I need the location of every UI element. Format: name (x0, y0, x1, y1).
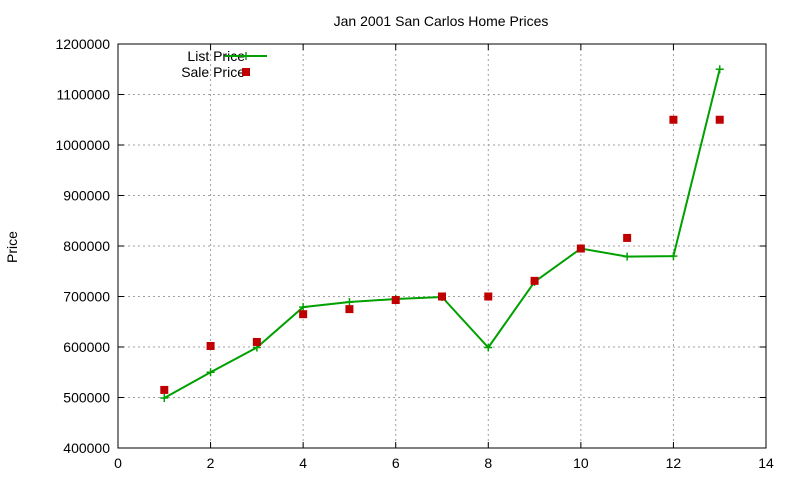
sale-price-point (576, 244, 585, 253)
legend-label-list-price: List Price (187, 48, 245, 64)
list-price-point (715, 65, 724, 74)
sale-price-point (391, 296, 400, 305)
list-price-point (623, 252, 632, 261)
y-tick-label: 500000 (63, 390, 110, 406)
sale-price-point (715, 115, 724, 124)
y-tick-label: 800000 (63, 238, 110, 254)
sale-price-point (160, 385, 169, 394)
sale-price-point (669, 115, 678, 124)
y-tick-label: 1200000 (55, 36, 110, 52)
sale-price-point (623, 233, 632, 242)
list-price-point (669, 252, 678, 261)
sale-price-point (206, 341, 215, 350)
sale-price-point (345, 305, 354, 314)
grid-layer (118, 44, 766, 448)
list-price-point (206, 368, 215, 377)
x-tick-label: 8 (484, 455, 492, 471)
legend-marker-sale-price (242, 68, 250, 76)
legend-marker-list-price (242, 52, 250, 60)
sale-price-point (299, 310, 308, 319)
y-tick-label: 400000 (63, 440, 110, 456)
sale-price-point (530, 276, 539, 285)
x-tick-label: 10 (573, 455, 589, 471)
y-tick-label: 1100000 (57, 87, 111, 103)
legend-label-sale-price: Sale Price (181, 64, 245, 80)
sale-price-point (438, 292, 446, 301)
list-price-point (345, 298, 354, 307)
chart-title: Jan 2001 San Carlos Home Prices (334, 13, 549, 29)
x-tick-label: 12 (666, 455, 682, 471)
y-axis-label: Price (4, 231, 20, 263)
y-tick-label: 700000 (63, 289, 110, 305)
sale-price-point (252, 337, 261, 346)
x-tick-label: 4 (299, 455, 307, 471)
sale-price-point (484, 292, 493, 301)
y-tick-label: 900000 (63, 188, 110, 204)
list-price-line (163, 69, 721, 399)
y-tick-label: 1000000 (55, 137, 110, 153)
list-price-point (299, 303, 308, 312)
list-price-point (484, 343, 493, 352)
series-layer (160, 65, 724, 403)
y-tick-label: 600000 (63, 339, 110, 355)
x-tick-label: 14 (758, 455, 774, 471)
list-price-point (160, 394, 169, 403)
x-tick-label: 2 (207, 455, 215, 471)
x-tick-label: 0 (114, 455, 122, 471)
x-tick-label: 6 (392, 455, 400, 471)
tick-layer: 0 2 4 6 8 10 12 14 400000 500000 600000 700000 80000… (55, 36, 774, 471)
